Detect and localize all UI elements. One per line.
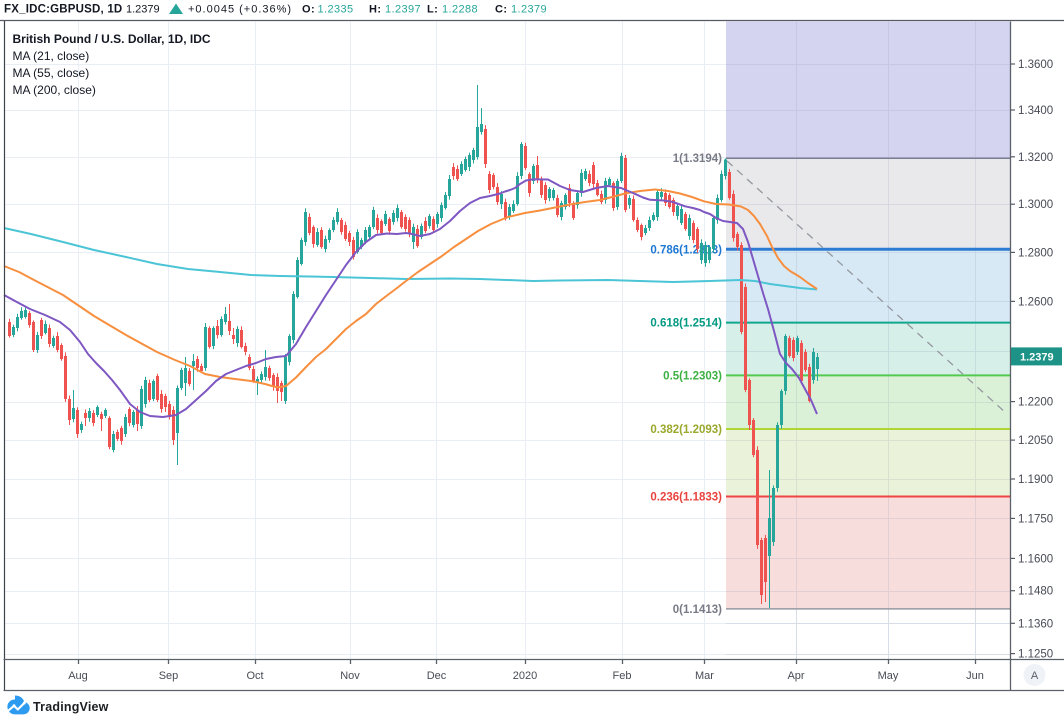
- svg-text:1(1.3194): 1(1.3194): [673, 153, 722, 165]
- svg-text:Jun: Jun: [966, 670, 984, 682]
- svg-text:MA (55, close): MA (55, close): [13, 66, 90, 80]
- svg-text:H:: H:: [369, 4, 381, 16]
- svg-text:0.786(1.2813): 0.786(1.2813): [650, 244, 722, 256]
- svg-text:TradingView: TradingView: [33, 700, 109, 714]
- svg-text:1.2379: 1.2379: [1020, 351, 1054, 363]
- svg-text:1.2335: 1.2335: [318, 4, 354, 16]
- svg-text:L:: L:: [427, 4, 438, 16]
- svg-text:0.236(1.1833): 0.236(1.1833): [650, 492, 722, 504]
- svg-text:Aug: Aug: [68, 670, 88, 682]
- svg-text:1.1600: 1.1600: [1018, 553, 1053, 565]
- svg-text:May: May: [878, 670, 899, 682]
- svg-text:0(1.1413): 0(1.1413): [673, 604, 722, 616]
- svg-text:Sep: Sep: [159, 670, 179, 682]
- svg-text:MA (21, close): MA (21, close): [13, 49, 90, 63]
- svg-text:British Pound / U.S. Dollar, 1: British Pound / U.S. Dollar, 1D, IDC: [13, 32, 211, 46]
- svg-text:1.2200: 1.2200: [1018, 397, 1053, 409]
- svg-text:+0.0045 (+0.36%): +0.0045 (+0.36%): [188, 4, 292, 16]
- svg-text:Dec: Dec: [427, 670, 447, 682]
- svg-text:1.2288: 1.2288: [442, 4, 478, 16]
- svg-text:A: A: [1031, 670, 1039, 682]
- svg-text:2020: 2020: [513, 670, 537, 682]
- svg-text:1.3400: 1.3400: [1018, 105, 1053, 117]
- svg-text:0.382(1.2093): 0.382(1.2093): [650, 424, 722, 436]
- svg-text:1.1900: 1.1900: [1018, 474, 1053, 486]
- svg-text:1.2397: 1.2397: [385, 4, 421, 16]
- svg-text:1.3000: 1.3000: [1018, 199, 1053, 211]
- svg-text:1.2600: 1.2600: [1018, 296, 1053, 308]
- svg-text:1.3200: 1.3200: [1018, 152, 1053, 164]
- svg-text:Nov: Nov: [340, 670, 360, 682]
- svg-text:1.1250: 1.1250: [1018, 649, 1053, 661]
- svg-text:Oct: Oct: [246, 670, 263, 682]
- svg-text:1.2379: 1.2379: [511, 4, 547, 16]
- svg-text:1.1750: 1.1750: [1018, 513, 1053, 525]
- svg-text:1.3600: 1.3600: [1018, 59, 1053, 71]
- svg-text:MA (200, close): MA (200, close): [13, 83, 96, 97]
- svg-text:1.1480: 1.1480: [1018, 586, 1053, 598]
- svg-text:Feb: Feb: [613, 670, 632, 682]
- svg-text:1.2379: 1.2379: [126, 4, 160, 16]
- svg-text:1.2050: 1.2050: [1018, 435, 1053, 447]
- svg-text:0.618(1.2514): 0.618(1.2514): [650, 318, 722, 330]
- svg-text:C:: C:: [495, 4, 507, 16]
- svg-text:Apr: Apr: [787, 670, 804, 682]
- svg-text:Mar: Mar: [695, 670, 714, 682]
- svg-text:0.5(1.2303): 0.5(1.2303): [663, 370, 722, 382]
- svg-text:FX_IDC:GBPUSD, 1D: FX_IDC:GBPUSD, 1D: [4, 4, 122, 16]
- svg-text:1.2800: 1.2800: [1018, 247, 1053, 259]
- svg-text:1.1360: 1.1360: [1018, 618, 1053, 630]
- svg-text:O:: O:: [302, 4, 315, 16]
